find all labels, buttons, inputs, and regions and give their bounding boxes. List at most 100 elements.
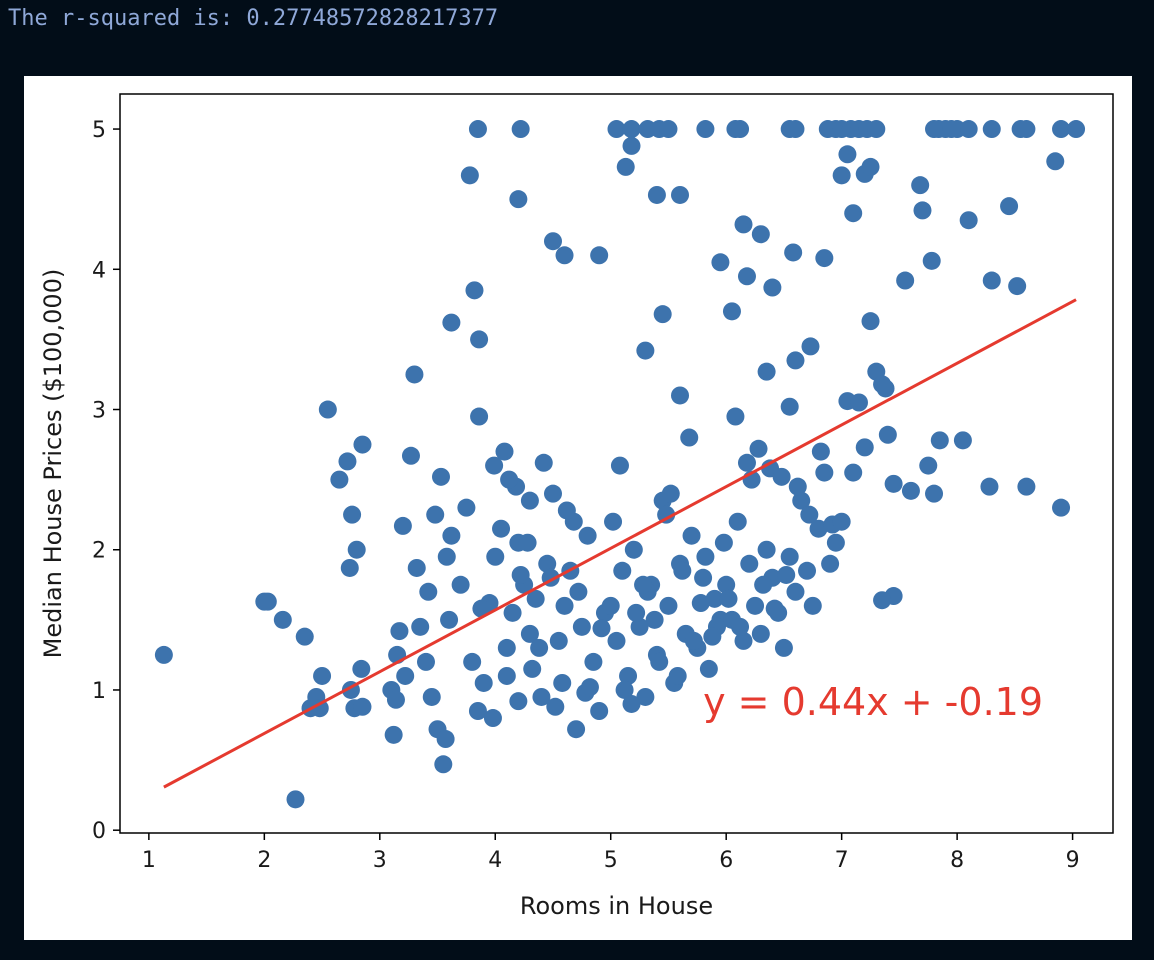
data-point — [876, 379, 895, 398]
data-point — [694, 568, 713, 587]
data-point — [509, 190, 528, 209]
data-point — [636, 341, 655, 360]
data-point — [497, 638, 516, 657]
data-point — [849, 393, 868, 412]
data-point — [780, 547, 799, 566]
data-point — [622, 136, 641, 155]
data-point — [682, 526, 701, 545]
data-point — [659, 120, 678, 139]
data-point — [800, 505, 819, 524]
data-point — [407, 558, 426, 577]
data-point — [474, 673, 493, 692]
x-tick-label: 5 — [604, 848, 618, 873]
data-point — [154, 645, 173, 664]
data-point — [930, 431, 949, 450]
data-point — [440, 610, 459, 629]
data-point — [650, 652, 669, 671]
data-point — [555, 246, 574, 265]
data-point — [705, 589, 724, 608]
data-point — [684, 631, 703, 650]
data-point — [463, 652, 482, 671]
data-point — [772, 467, 791, 486]
data-point — [553, 673, 572, 692]
data-point — [925, 484, 944, 503]
data-point — [615, 680, 634, 699]
data-point — [809, 519, 828, 538]
data-point — [396, 666, 415, 685]
regression-line — [163, 298, 1077, 789]
data-point — [699, 659, 718, 678]
data-point — [661, 484, 680, 503]
data-point — [671, 185, 690, 204]
data-point — [1017, 477, 1036, 496]
data-point — [919, 456, 938, 475]
data-point — [353, 435, 372, 454]
data-point — [465, 281, 484, 300]
data-point — [486, 547, 505, 566]
data-point — [340, 558, 359, 577]
data-point — [765, 599, 784, 618]
data-point — [492, 519, 511, 538]
data-point — [518, 533, 537, 552]
data-point — [601, 596, 620, 615]
data-point — [572, 617, 591, 636]
data-point — [645, 610, 664, 629]
data-point — [811, 442, 830, 461]
data-point — [788, 477, 807, 496]
y-axis-ticks: 0 1 2 3 4 5 — [92, 118, 120, 844]
data-point — [627, 603, 646, 622]
data-point — [673, 561, 692, 580]
y-tick-label: 4 — [92, 258, 106, 283]
data-point — [613, 561, 632, 580]
x-tick-label: 8 — [950, 848, 964, 873]
data-point — [431, 467, 450, 486]
x-axis-label: Rooms in House — [520, 892, 713, 920]
data-point — [511, 120, 530, 139]
data-point — [731, 617, 750, 636]
data-point — [774, 638, 793, 657]
data-point — [390, 622, 409, 641]
data-point — [668, 666, 687, 685]
data-point — [737, 267, 756, 286]
data-point — [861, 157, 880, 176]
data-point — [786, 582, 805, 601]
data-point — [411, 617, 430, 636]
data-point — [419, 582, 438, 601]
x-tick-label: 7 — [835, 848, 849, 873]
data-point — [495, 442, 514, 461]
data-point — [786, 120, 805, 139]
data-point — [592, 619, 611, 638]
data-point — [838, 145, 857, 164]
data-point — [530, 638, 549, 657]
data-point — [913, 201, 932, 220]
data-point — [532, 687, 551, 706]
data-point — [497, 666, 516, 685]
data-point — [580, 678, 599, 697]
data-point — [343, 505, 362, 524]
data-point — [867, 120, 886, 139]
data-point — [442, 313, 461, 332]
data-point — [657, 505, 676, 524]
data-point — [728, 512, 747, 531]
data-point — [549, 631, 568, 650]
data-point — [726, 407, 745, 426]
data-point — [922, 251, 941, 270]
data-point — [696, 120, 715, 139]
data-point — [457, 498, 476, 517]
data-point — [826, 533, 845, 552]
data-point — [347, 540, 366, 559]
data-point — [569, 582, 588, 601]
data-point — [786, 351, 805, 370]
data-point — [757, 540, 776, 559]
data-point — [451, 575, 470, 594]
data-point — [801, 337, 820, 356]
data-point — [731, 120, 750, 139]
data-point — [330, 470, 349, 489]
data-point — [647, 185, 666, 204]
data-point — [470, 330, 489, 349]
data-point — [604, 512, 623, 531]
data-point — [1017, 120, 1036, 139]
y-tick-label: 3 — [92, 399, 106, 424]
data-point — [873, 591, 892, 610]
data-point — [980, 477, 999, 496]
